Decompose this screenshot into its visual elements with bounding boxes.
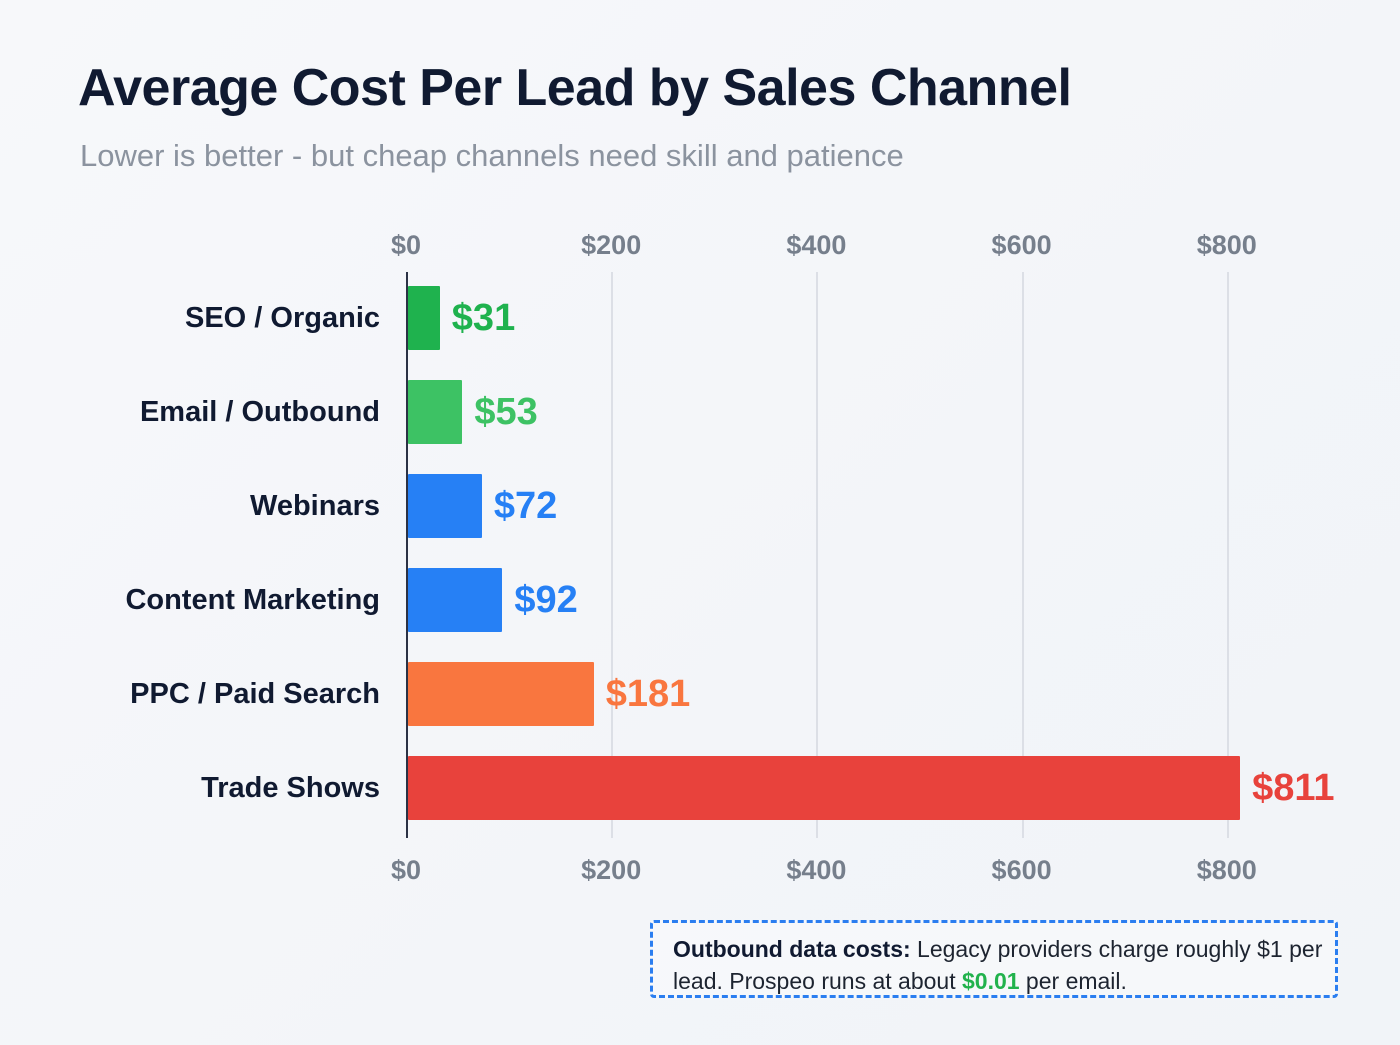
category-label: Trade Shows bbox=[201, 772, 380, 804]
page-title: Average Cost Per Lead by Sales Channel bbox=[78, 59, 1072, 117]
category-label: SEO / Organic bbox=[185, 302, 380, 334]
bar-value-label: $811 bbox=[1252, 767, 1335, 809]
bar-value-label: $53 bbox=[474, 391, 538, 433]
bar[interactable] bbox=[408, 756, 1241, 820]
callout-lead: Outbound data costs: bbox=[673, 936, 911, 962]
bar-row: Content Marketing $92 bbox=[0, 568, 1400, 632]
gridline-600 bbox=[1021, 272, 1024, 838]
axis-tick-bottom-800: $800 bbox=[1196, 855, 1257, 885]
bar-row: Webinars $72 bbox=[0, 474, 1400, 538]
axis-tick-bottom-600: $600 bbox=[991, 855, 1052, 885]
gridline-200 bbox=[611, 272, 614, 838]
axis-tick-top-400: $400 bbox=[786, 230, 847, 260]
axis-tick-bottom-400: $400 bbox=[786, 855, 847, 885]
bar-value-label: $181 bbox=[605, 673, 691, 715]
callout-box: Outbound data costs: Legacy providers ch… bbox=[650, 920, 1338, 998]
value-axis-line bbox=[406, 272, 408, 838]
bar[interactable] bbox=[408, 662, 594, 726]
category-label: PPC / Paid Search bbox=[130, 678, 380, 710]
bar-row: SEO / Organic $31 bbox=[0, 286, 1400, 350]
bar-value-label: $72 bbox=[493, 485, 558, 527]
bar-row: PPC / Paid Search $181 bbox=[0, 662, 1400, 726]
axis-tick-top-600: $600 bbox=[991, 230, 1052, 260]
bar[interactable] bbox=[408, 568, 503, 632]
bar[interactable] bbox=[408, 474, 482, 538]
callout-body-1: Legacy providers charge roughly $1 per l… bbox=[673, 936, 1323, 994]
bar[interactable] bbox=[408, 286, 440, 350]
callout-highlight: $0.01 bbox=[961, 968, 1020, 994]
axis-tick-top-0: $0 bbox=[390, 230, 422, 260]
gridline-800 bbox=[1226, 272, 1229, 838]
axis-tick-top-200: $200 bbox=[581, 230, 642, 260]
callout-body-2: per email. bbox=[1019, 968, 1127, 994]
bar[interactable] bbox=[408, 380, 463, 444]
axis-tick-bottom-0: $0 bbox=[390, 855, 422, 885]
bar-value-label: $92 bbox=[514, 579, 578, 621]
bar-value-label: $31 bbox=[451, 297, 516, 339]
axis-tick-top-800: $800 bbox=[1196, 230, 1257, 260]
category-label: Content Marketing bbox=[125, 584, 380, 616]
category-label: Email / Outbound bbox=[139, 396, 380, 428]
bar-row: Trade Shows $811 bbox=[0, 756, 1400, 820]
bar-row: Email / Outbound $53 bbox=[0, 380, 1400, 444]
axis-tick-bottom-200: $200 bbox=[581, 855, 642, 885]
category-label: Webinars bbox=[249, 490, 380, 522]
gridline-400 bbox=[816, 272, 819, 838]
callout-text: Outbound data costs: Legacy providers ch… bbox=[673, 933, 1323, 997]
page-subtitle: Lower is better - but cheap channels nee… bbox=[80, 138, 904, 173]
